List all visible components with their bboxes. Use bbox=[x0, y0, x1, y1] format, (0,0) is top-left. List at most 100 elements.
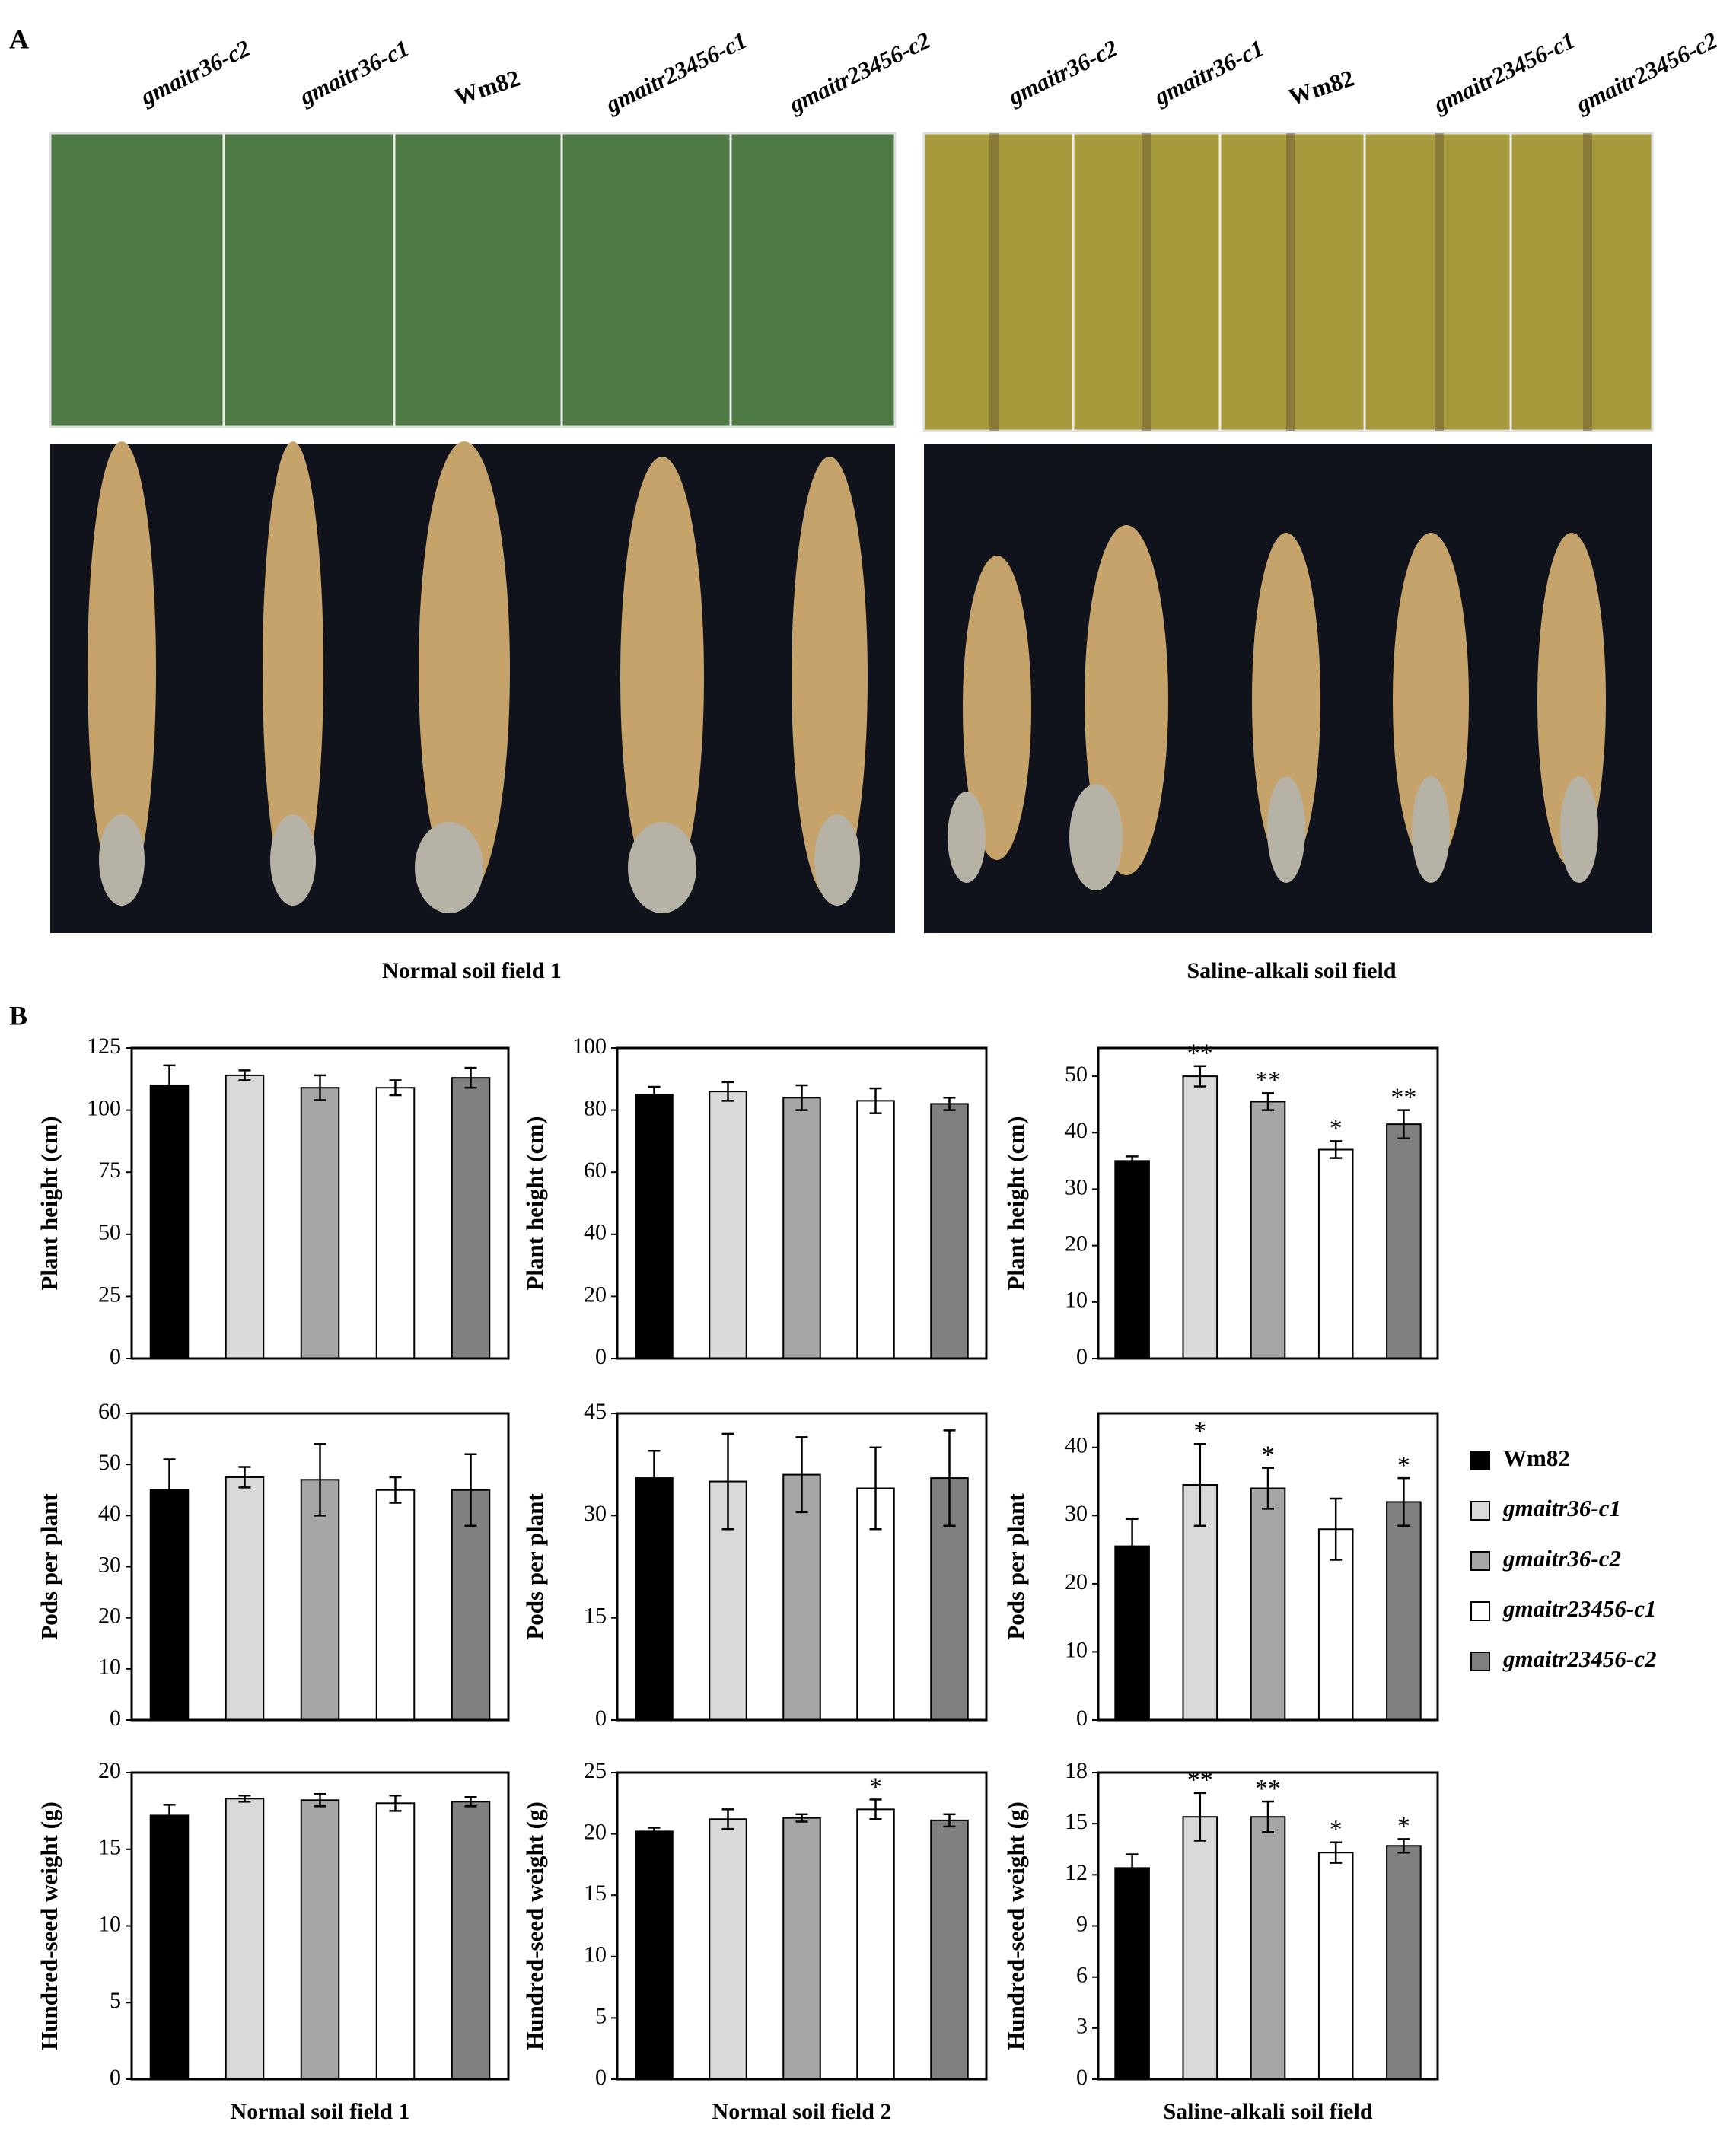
y-tick-label: 20 bbox=[584, 1282, 607, 1307]
y-tick-label: 10 bbox=[98, 1655, 121, 1680]
y-axis-label: Hundred-seed weight (g) bbox=[521, 1801, 548, 2050]
bar bbox=[1317, 1852, 1354, 2080]
y-tick-label: 60 bbox=[98, 1399, 121, 1424]
y-tick-label: 10 bbox=[584, 1942, 607, 1967]
y-tick-label: 60 bbox=[584, 1158, 607, 1183]
y-tick-label: 10 bbox=[1065, 1637, 1088, 1662]
legend-swatch bbox=[1470, 1451, 1490, 1470]
bar bbox=[1386, 1845, 1422, 2080]
y-tick-label: 9 bbox=[1076, 1911, 1088, 1936]
bar bbox=[149, 1814, 190, 2080]
y-axis-label: Hundred-seed weight (g) bbox=[36, 1801, 62, 2050]
genotype-label: gmaitr23456-c2 bbox=[784, 27, 934, 118]
root-shapes bbox=[99, 776, 1598, 913]
y-tick-label: 12 bbox=[1065, 1860, 1088, 1885]
plot-dividers bbox=[222, 133, 1512, 431]
plot-frame bbox=[130, 1046, 510, 1360]
bar bbox=[1182, 1816, 1218, 2081]
bar bbox=[300, 1087, 340, 1359]
bar bbox=[782, 1097, 821, 1360]
y-tick-label: 80 bbox=[584, 1095, 607, 1120]
legend-label: gmaitr23456-c2 bbox=[1502, 1645, 1657, 1672]
photo-caption: Saline-alkali soil field bbox=[1187, 958, 1396, 983]
bar bbox=[709, 1091, 747, 1359]
y-tick-label: 5 bbox=[110, 1988, 121, 2013]
legend-label: Wm82 bbox=[1503, 1445, 1570, 1471]
bar bbox=[1250, 1101, 1286, 1360]
aerial-photo-normal bbox=[49, 132, 897, 428]
significance: * bbox=[1397, 1812, 1410, 1840]
photo-caption: Normal soil field 1 bbox=[382, 958, 562, 983]
y-tick-label: 20 bbox=[1065, 1569, 1088, 1594]
y-tick-label: 10 bbox=[1065, 1288, 1088, 1313]
significance: * bbox=[1397, 1451, 1410, 1480]
y-tick-label: 18 bbox=[1065, 1758, 1088, 1783]
genotype-label: gmaitr36-c2 bbox=[1003, 34, 1122, 110]
y-tick-label: 30 bbox=[98, 1552, 121, 1577]
bar bbox=[225, 1476, 265, 1722]
bar bbox=[709, 1818, 747, 2081]
bar bbox=[375, 1802, 416, 2081]
legend-label: gmaitr36-c2 bbox=[1502, 1545, 1621, 1572]
y-tick-label: 75 bbox=[98, 1158, 121, 1183]
plot-frame bbox=[1097, 1771, 1439, 2081]
bar bbox=[149, 1489, 190, 1721]
genotype-label: gmaitr36-c1 bbox=[1149, 34, 1268, 110]
y-tick-label: 15 bbox=[584, 1604, 607, 1629]
legend-swatch bbox=[1470, 1501, 1490, 1521]
significance: * bbox=[1330, 1816, 1343, 1844]
significance: ** bbox=[1255, 1066, 1281, 1094]
bar bbox=[635, 1830, 674, 2080]
significance: * bbox=[1193, 1417, 1206, 1445]
y-tick-label: 20 bbox=[584, 1819, 607, 1844]
y-tick-label: 6 bbox=[1076, 1963, 1088, 1988]
y-tick-label: 0 bbox=[595, 1344, 607, 1369]
genotype-label: gmaitr23456-c2 bbox=[1571, 27, 1721, 118]
y-axis-label: Plant height (cm) bbox=[1002, 1116, 1029, 1290]
y-tick-label: 20 bbox=[98, 1758, 121, 1783]
y-tick-label: 25 bbox=[98, 1282, 121, 1307]
y-tick-label: 0 bbox=[110, 1706, 121, 1731]
bar bbox=[300, 1479, 340, 1721]
bar bbox=[1386, 1501, 1422, 1722]
bar bbox=[149, 1084, 190, 1359]
y-axis-label: Plant height (cm) bbox=[36, 1116, 62, 1290]
bar bbox=[300, 1799, 340, 2081]
significance: ** bbox=[1255, 1775, 1281, 1803]
x-axis-label: Normal soil field 1 bbox=[231, 2099, 410, 2124]
bar bbox=[856, 1100, 895, 1359]
significance: ** bbox=[1187, 1766, 1213, 1795]
y-tick-label: 0 bbox=[595, 1706, 607, 1731]
y-tick-label: 40 bbox=[1065, 1118, 1088, 1143]
y-tick-label: 45 bbox=[584, 1399, 607, 1424]
legend-swatch bbox=[1470, 1652, 1490, 1671]
y-axis-label: Hundred-seed weight (g) bbox=[1002, 1801, 1029, 2050]
bar bbox=[635, 1094, 674, 1359]
significance: * bbox=[869, 1773, 882, 1801]
bar bbox=[635, 1477, 674, 1721]
x-axis-label: Normal soil field 2 bbox=[712, 2099, 892, 2124]
plot-frame bbox=[616, 1771, 988, 2081]
y-tick-label: 15 bbox=[584, 1881, 607, 1906]
significance: * bbox=[1262, 1441, 1275, 1469]
bar bbox=[856, 1808, 895, 2081]
y-tick-label: 3 bbox=[1076, 2014, 1088, 2039]
y-tick-label: 10 bbox=[98, 1911, 121, 1936]
bar bbox=[225, 1798, 265, 2080]
panel-label: B bbox=[9, 1000, 27, 1030]
y-tick-label: 100 bbox=[87, 1095, 121, 1120]
y-tick-label: 30 bbox=[1065, 1174, 1088, 1199]
genotype-label: gmaitr23456-c1 bbox=[600, 27, 750, 118]
y-tick-label: 15 bbox=[98, 1835, 121, 1860]
y-tick-label: 15 bbox=[1065, 1809, 1088, 1834]
plot-frame bbox=[1097, 1412, 1439, 1722]
y-tick-label: 50 bbox=[1065, 1062, 1088, 1087]
y-tick-label: 25 bbox=[584, 1758, 607, 1783]
bar bbox=[1317, 1148, 1354, 1359]
bar bbox=[1114, 1160, 1150, 1359]
bar bbox=[1250, 1816, 1286, 2081]
bar bbox=[451, 1077, 491, 1359]
y-tick-label: 30 bbox=[584, 1501, 607, 1526]
x-axis-label: Saline-alkali soil field bbox=[1163, 2099, 1372, 2124]
legend-swatch bbox=[1470, 1551, 1490, 1571]
